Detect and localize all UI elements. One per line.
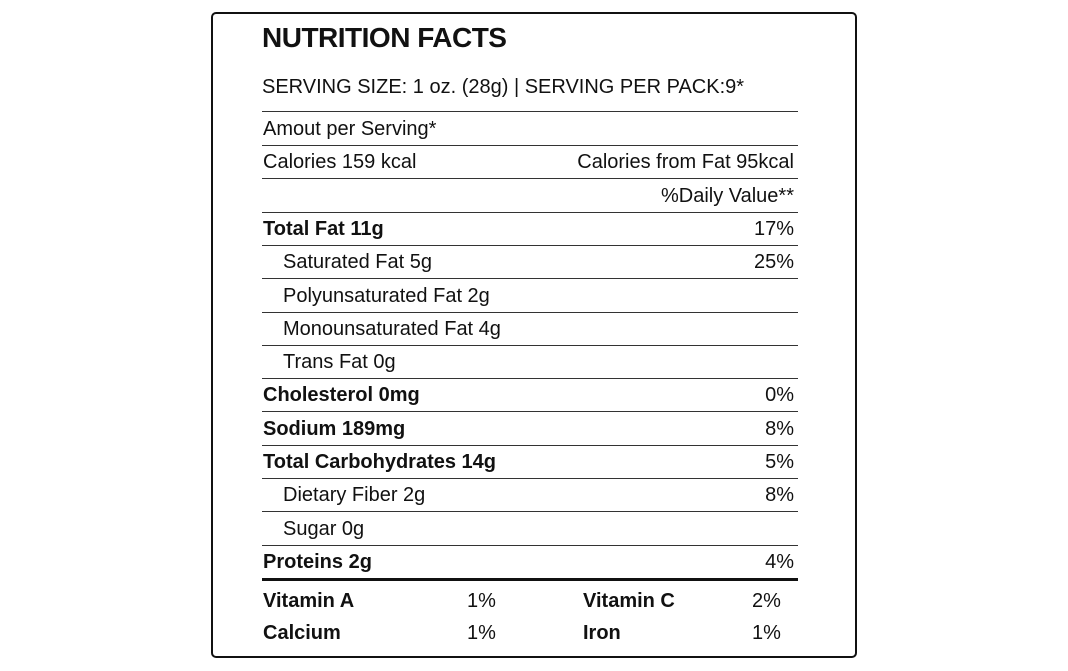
serving-info: SERVING SIZE: 1 oz. (28g) | SERVING PER …	[262, 76, 745, 98]
nutrient-label: Cholesterol 0mg	[263, 384, 420, 407]
nutrient-row: Sugar 0g	[262, 512, 798, 546]
nutrient-row: Proteins 2g 4%	[262, 545, 798, 581]
nutrient-value: Calories from Fat 95kcal	[577, 151, 794, 174]
nutrient-row: %Daily Value**	[262, 179, 798, 213]
vitamin-name: Calcium	[263, 622, 341, 645]
nutrient-value: 8%	[765, 417, 794, 440]
label-border	[211, 12, 857, 658]
nutrient-value: 8%	[765, 484, 794, 507]
nutrient-row: Cholesterol 0mg 0%	[262, 378, 798, 413]
title: NUTRITION FACTS	[262, 22, 507, 53]
nutrient-label: Sugar 0g	[283, 517, 365, 540]
nutrient-row: Polyunsaturated Fat 2g	[262, 279, 798, 313]
nutrient-label: Saturated Fat 5g	[283, 251, 432, 274]
nutrient-value: 0%	[765, 384, 794, 407]
vitamin-name: Iron	[583, 622, 621, 645]
nutrient-row: Total Fat 11g 17%	[262, 212, 798, 246]
nutrient-row: Amout per Serving*	[262, 112, 798, 146]
vitamin-value: 1%	[752, 622, 781, 645]
vitamin-value: 1%	[467, 590, 496, 613]
nutrient-row: Total Carbohydrates 14g 5%	[262, 445, 798, 479]
nutrient-label: Total Fat 11g	[263, 217, 384, 240]
nutrient-value: 5%	[765, 451, 794, 473]
nutrient-row: Dietary Fiber 2g 8%	[262, 478, 798, 513]
separator	[262, 111, 798, 112]
nutrient-label: Amout per Serving*	[263, 118, 437, 140]
nutrient-label: Sodium 189mg	[263, 417, 406, 440]
nutrient-value: %Daily Value**	[660, 184, 794, 207]
nutrient-label: Proteins 2g	[263, 550, 372, 573]
nutrient-row: Saturated Fat 5g 25%	[262, 245, 798, 280]
nutrient-value: 17%	[753, 217, 794, 240]
nutrient-label: Monounsaturated Fat 4g	[283, 317, 501, 340]
nutrient-row: Trans Fat 0g	[262, 345, 798, 380]
nutrient-label: Calories 159 kcal	[263, 151, 417, 174]
nutrient-label: Total Carbohydrates 14g	[263, 451, 497, 473]
nutrient-label: Trans Fat 0g	[283, 351, 396, 374]
nutrient-row: Calories 159 kcal Calories from Fat 95kca…	[262, 145, 798, 180]
nutrient-value: 4%	[765, 550, 794, 573]
vitamin-value: 1%	[467, 622, 496, 645]
nutrient-value: 25%	[753, 251, 794, 274]
nutrient-label: Dietary Fiber 2g	[283, 484, 426, 507]
nutrient-label: Polyunsaturated Fat 2g	[283, 284, 490, 307]
nutrient-row: Monounsaturated Fat 4g	[262, 312, 798, 346]
nutrient-row: Sodium 189mg 8%	[262, 412, 798, 446]
vitamin-name: Vitamin A	[263, 590, 355, 613]
vitamin-value: 2%	[752, 590, 781, 613]
vitamin-name: Vitamin C	[583, 590, 675, 613]
